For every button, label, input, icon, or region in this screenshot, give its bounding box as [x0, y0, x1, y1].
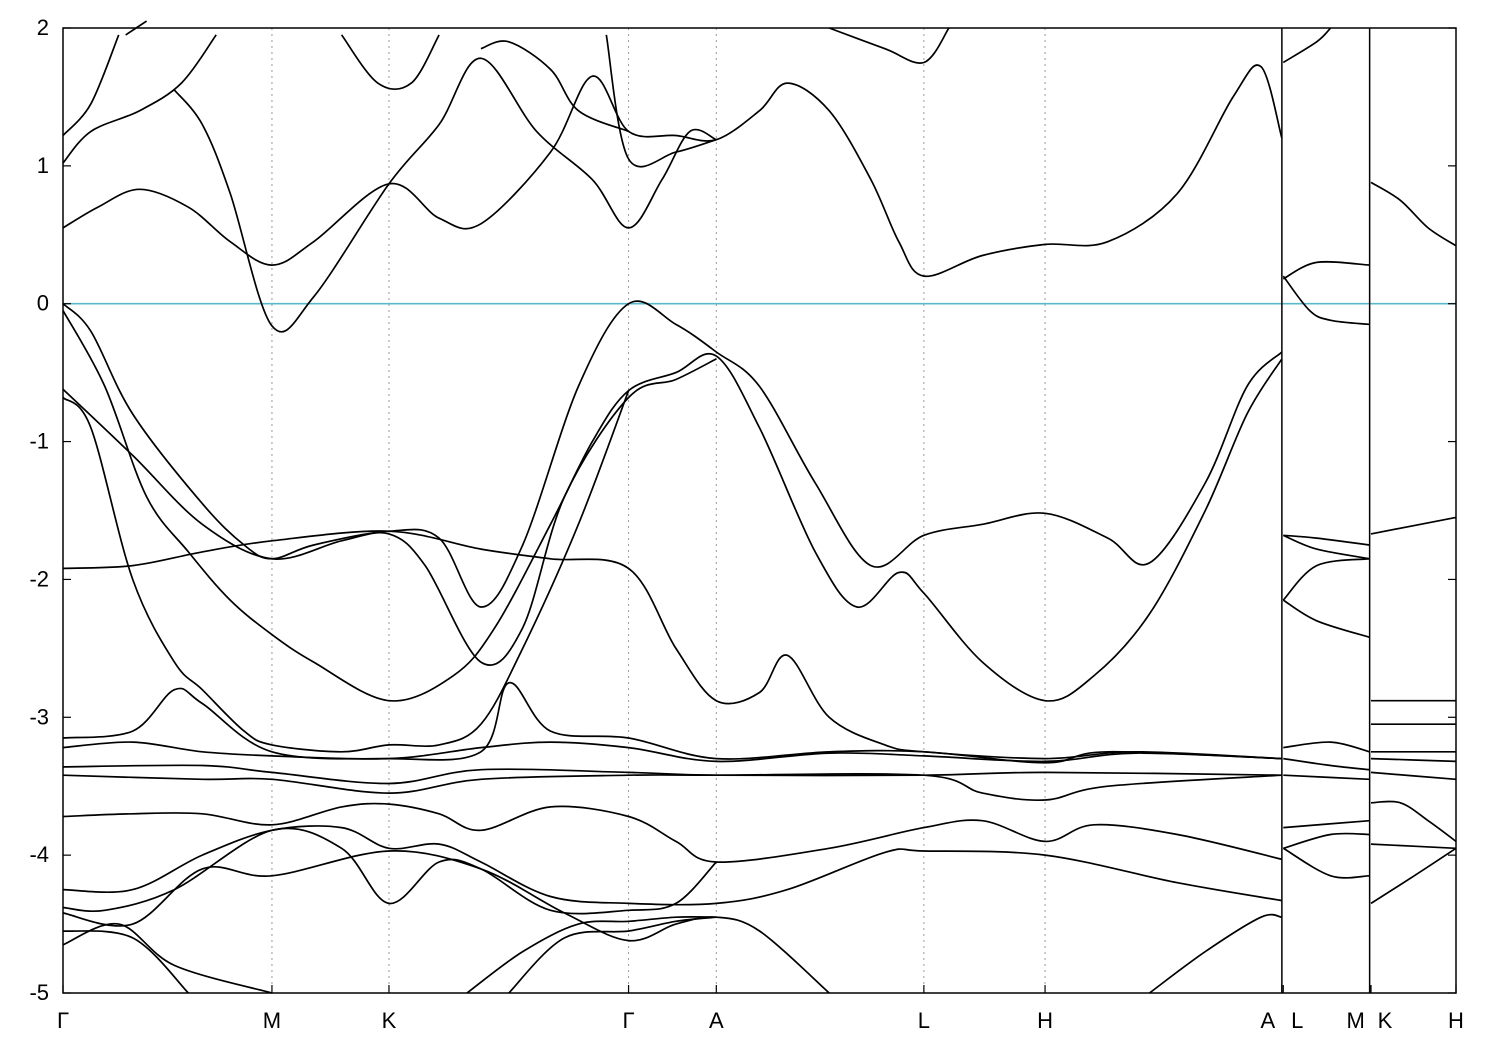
band-seg3-7	[1283, 774, 1370, 781]
y-tick-label-3: -1	[29, 429, 49, 454]
band-cond-j	[1282, 27, 1332, 64]
y-tick-label-7: -5	[29, 980, 49, 1005]
band-seg3-3	[1282, 599, 1370, 639]
y-tick-label-1: 1	[37, 153, 49, 178]
band-lines	[62, 20, 1457, 994]
band-val-16	[466, 916, 717, 994]
band-val-17	[508, 916, 717, 994]
band-val-6	[62, 681, 1282, 764]
band-cond-c	[62, 34, 120, 137]
plot-frame	[62, 27, 1457, 994]
band-val-13	[62, 850, 830, 994]
band-seg3-10	[1282, 847, 1370, 879]
x-tick-label-4: A	[709, 1008, 724, 1033]
band-cond-i	[828, 27, 950, 64]
band-seg4-1	[1370, 516, 1457, 535]
band-seg4-8	[1370, 843, 1457, 850]
x-tick-label-2: K	[382, 1008, 397, 1033]
y-tick-label-5: -3	[29, 704, 49, 729]
band-cond-k	[1282, 275, 1370, 326]
path-jump-lines	[1281, 28, 1371, 993]
band-seg3-6	[1283, 757, 1370, 771]
band-val-10	[62, 802, 1283, 863]
y-tick-label-0: 2	[37, 15, 49, 40]
band-val-1	[62, 300, 1283, 608]
x-tick-label-8: L	[1291, 1008, 1303, 1033]
band-val-2	[62, 310, 1283, 702]
x-tick-label-6: H	[1037, 1008, 1053, 1033]
band-seg3-2	[1282, 557, 1370, 601]
band-cond-g	[340, 34, 440, 91]
band-seg3-8	[1283, 819, 1370, 829]
x-tick-label-10: K	[1378, 1008, 1393, 1033]
band-cond-b	[62, 34, 217, 164]
y-tick-label-6: -4	[29, 842, 49, 867]
band-cond-f	[605, 34, 717, 168]
band-val-18	[1148, 913, 1283, 994]
band-seg3-5	[1283, 741, 1370, 753]
band-seg3-1	[1283, 534, 1370, 546]
band-cond-d	[173, 57, 717, 333]
x-tick-label-3: Γ	[622, 1008, 634, 1033]
band-cond-h	[480, 40, 629, 133]
x-tick-label-9: M	[1346, 1008, 1364, 1033]
band-val-3	[62, 358, 717, 666]
band-cond-l	[1282, 260, 1370, 280]
band-val-7	[62, 741, 1282, 763]
band-val-4	[62, 390, 630, 753]
band-cond-a	[62, 64, 1283, 278]
y-tick-label-4: -2	[29, 566, 49, 591]
grid-lines	[271, 28, 1046, 993]
y-axis: 2 1 0 -1 -2 -3 -4 -5	[29, 15, 1456, 1005]
band-seg3-9	[1283, 832, 1370, 850]
x-tick-label-7: A	[1261, 1008, 1276, 1033]
band-seg4-5	[1370, 757, 1457, 763]
band-val-5	[62, 530, 1282, 760]
band-seg4-7	[1370, 800, 1457, 843]
band-val-9	[62, 773, 1282, 802]
y-tick-label-2: 0	[37, 291, 49, 316]
band-val-8	[62, 764, 1282, 785]
x-tick-label-1: M	[263, 1008, 281, 1033]
band-val-14	[62, 930, 189, 994]
band-seg3-4	[1282, 534, 1370, 560]
band-seg4-6	[1370, 771, 1457, 781]
band-val-11	[62, 825, 1283, 906]
x-tick-label-0: Γ	[57, 1008, 69, 1033]
band-val-15	[62, 922, 273, 994]
x-tick-label-5: L	[918, 1008, 930, 1033]
band-cond-m	[1370, 181, 1457, 247]
band-seg4-9	[1370, 847, 1457, 905]
x-tick-label-11: H	[1448, 1008, 1464, 1033]
band-val-12	[62, 827, 717, 915]
